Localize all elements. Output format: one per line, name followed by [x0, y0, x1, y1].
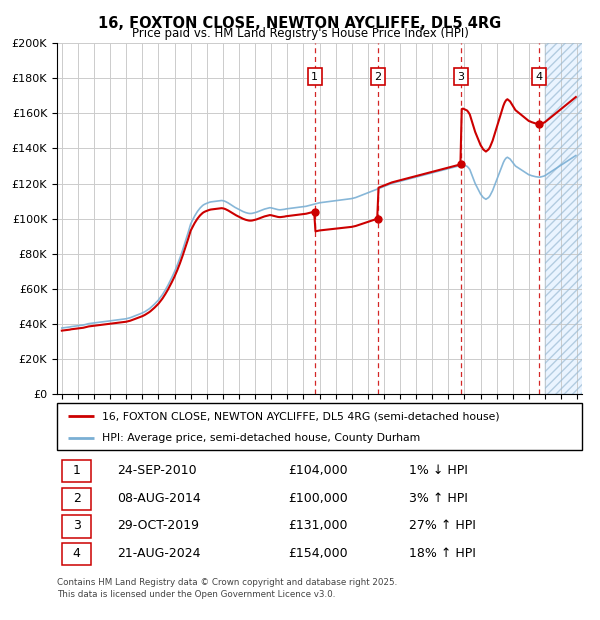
- FancyBboxPatch shape: [57, 403, 582, 450]
- Bar: [545, 43, 598, 394]
- Text: 1: 1: [73, 464, 80, 477]
- Text: 4: 4: [73, 547, 80, 560]
- Text: 3: 3: [458, 72, 464, 82]
- Text: £131,000: £131,000: [288, 520, 347, 533]
- Text: Contains HM Land Registry data © Crown copyright and database right 2025.
This d: Contains HM Land Registry data © Crown c…: [57, 578, 397, 599]
- Text: 16, FOXTON CLOSE, NEWTON AYCLIFFE, DL5 4RG: 16, FOXTON CLOSE, NEWTON AYCLIFFE, DL5 4…: [98, 16, 502, 30]
- FancyBboxPatch shape: [62, 515, 91, 538]
- Text: 1% ↓ HPI: 1% ↓ HPI: [409, 464, 467, 477]
- Text: 4: 4: [535, 72, 542, 82]
- Text: Price paid vs. HM Land Registry's House Price Index (HPI): Price paid vs. HM Land Registry's House …: [131, 27, 469, 40]
- Text: 29-OCT-2019: 29-OCT-2019: [118, 520, 199, 533]
- Text: £104,000: £104,000: [288, 464, 347, 477]
- Text: 08-AUG-2014: 08-AUG-2014: [118, 492, 201, 505]
- Text: 18% ↑ HPI: 18% ↑ HPI: [409, 547, 476, 560]
- Text: 2: 2: [73, 492, 80, 505]
- Text: 3% ↑ HPI: 3% ↑ HPI: [409, 492, 467, 505]
- Bar: [545, 43, 598, 394]
- Text: 1: 1: [311, 72, 319, 82]
- FancyBboxPatch shape: [62, 487, 91, 510]
- Text: £100,000: £100,000: [288, 492, 348, 505]
- Text: £154,000: £154,000: [288, 547, 347, 560]
- Text: 16, FOXTON CLOSE, NEWTON AYCLIFFE, DL5 4RG (semi-detached house): 16, FOXTON CLOSE, NEWTON AYCLIFFE, DL5 4…: [101, 411, 499, 421]
- Text: 24-SEP-2010: 24-SEP-2010: [118, 464, 197, 477]
- Text: HPI: Average price, semi-detached house, County Durham: HPI: Average price, semi-detached house,…: [101, 433, 420, 443]
- Text: 3: 3: [73, 520, 80, 533]
- Text: 21-AUG-2024: 21-AUG-2024: [118, 547, 201, 560]
- FancyBboxPatch shape: [62, 460, 91, 482]
- Text: 27% ↑ HPI: 27% ↑ HPI: [409, 520, 476, 533]
- FancyBboxPatch shape: [62, 543, 91, 565]
- Text: 2: 2: [374, 72, 382, 82]
